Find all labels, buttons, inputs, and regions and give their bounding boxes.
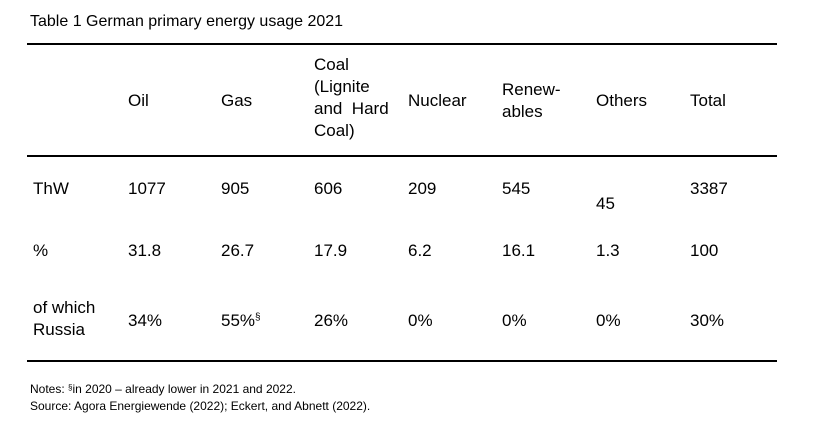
cell-russia-nuclear: 0% xyxy=(408,311,433,330)
cell-thw-nuclear: 209 xyxy=(408,179,437,198)
header-coal-line: and Hard xyxy=(314,99,389,118)
notes-text: in 2020 – already lower in 2021 and 2022… xyxy=(72,382,296,396)
cell-pct-coal: 17.9 xyxy=(314,241,348,260)
header-nuclear: Nuclear xyxy=(408,91,467,110)
source-line: Source: Agora Energiewende (2022); Ecker… xyxy=(30,399,371,413)
header-others: Others xyxy=(596,91,648,110)
header-coal: Coal (Lignite and Hard Coal) xyxy=(314,54,404,142)
cell-pct-gas: 26.7 xyxy=(221,241,255,260)
cell-pct-oil: 31.8 xyxy=(128,241,162,260)
cell-thw-renewables: 545 xyxy=(502,179,531,198)
cell-russia-gas-value: 55% xyxy=(221,311,256,330)
cell-russia-others: 0% xyxy=(596,311,621,330)
header-gas: Gas xyxy=(221,91,253,110)
cell-russia-coal: 26% xyxy=(314,311,349,330)
cell-pct-others: 1.3 xyxy=(596,241,620,260)
row-label-russia: of which Russia xyxy=(33,297,95,341)
cell-thw-others: 45 xyxy=(596,194,615,213)
notes-line: Notes: §in 2020 – already lower in 2021 … xyxy=(30,381,370,398)
cell-thw-total: 3387 xyxy=(690,179,728,198)
cell-thw-oil: 1077 xyxy=(128,179,166,198)
table-title: Table 1 German primary energy usage 2021 xyxy=(30,13,344,30)
row-label-thw: ThW xyxy=(33,179,69,198)
table-notes: Notes: §in 2020 – already lower in 2021 … xyxy=(30,381,370,415)
header-coal-line: Coal) xyxy=(314,121,355,140)
notes-footnote-mark: § xyxy=(68,383,73,392)
row-label-russia-line: of which xyxy=(33,298,96,317)
header-total: Total xyxy=(690,91,726,110)
cell-russia-renewables: 0% xyxy=(502,311,527,330)
footnote-mark: § xyxy=(255,312,261,323)
bottom-rule xyxy=(27,360,777,362)
cell-thw-gas: 905 xyxy=(221,179,250,198)
top-rule xyxy=(27,43,777,45)
header-renewables-line: Renew- xyxy=(502,80,561,99)
cell-russia-oil: 34% xyxy=(128,311,163,330)
notes-prefix: Notes: xyxy=(30,382,69,396)
cell-pct-renewables: 16.1 xyxy=(502,241,536,260)
row-label-russia-line: Russia xyxy=(33,320,85,339)
cell-thw-coal: 606 xyxy=(314,179,343,198)
cell-russia-gas: 55%§ xyxy=(221,310,261,332)
cell-russia-total: 30% xyxy=(690,311,725,330)
cell-pct-nuclear: 6.2 xyxy=(408,241,432,260)
header-oil: Oil xyxy=(128,91,149,110)
row-label-percent: % xyxy=(33,241,49,260)
header-renewables-line: ables xyxy=(502,102,543,121)
header-coal-line: (Lignite xyxy=(314,77,370,96)
cell-pct-total: 100 xyxy=(690,241,719,260)
header-coal-line: Coal xyxy=(314,55,349,74)
header-renewables: Renew- ables xyxy=(502,79,561,123)
header-rule xyxy=(27,155,777,157)
